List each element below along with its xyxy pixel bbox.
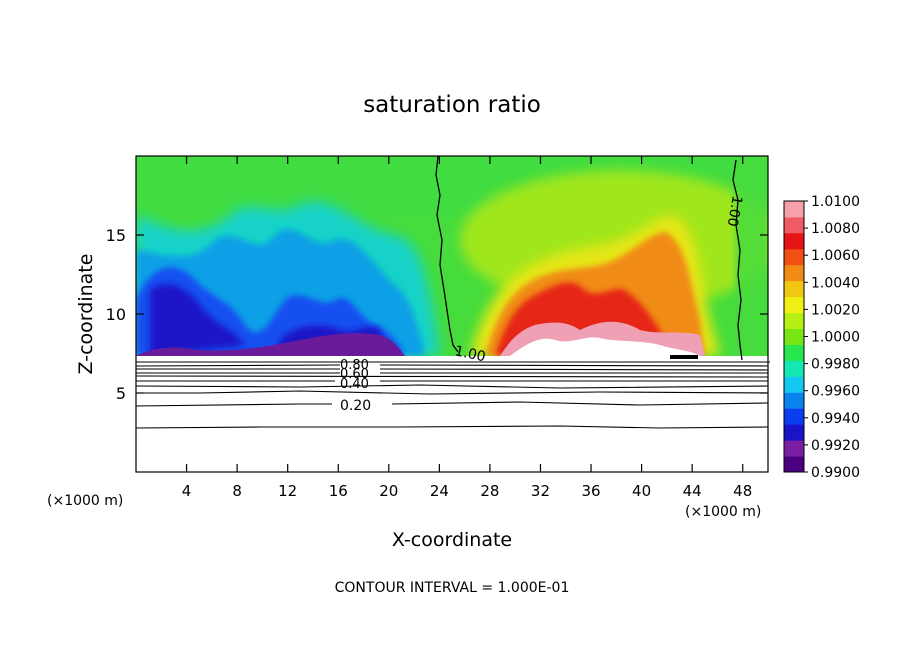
colorbar-label: 0.9980 xyxy=(811,357,860,373)
x-tick-label: 36 xyxy=(581,482,600,500)
x-tick-label: 40 xyxy=(632,482,651,500)
field-white-cloud xyxy=(510,337,700,356)
field-green-rightedge xyxy=(735,156,768,356)
x-tick-label: 20 xyxy=(379,482,398,500)
x-tick-label: 48 xyxy=(733,482,752,500)
contour-line-100-right xyxy=(732,159,743,361)
saturation-field xyxy=(136,156,768,356)
contour-line-025 xyxy=(136,390,769,395)
contour-line-055 xyxy=(135,375,769,378)
x-unit-left: (×1000 m) xyxy=(47,493,123,509)
contour-label-080: 0.80 xyxy=(340,358,369,373)
x-tick-label: 28 xyxy=(480,482,499,500)
contour-line-075 xyxy=(136,368,769,371)
colorbar-swatch xyxy=(784,328,804,345)
colorbar-label: 1.0060 xyxy=(811,248,860,264)
colorbar-swatch xyxy=(784,216,804,234)
colorbar-swatch xyxy=(784,424,804,441)
colorbar-swatch xyxy=(784,344,804,361)
x-tick-label: 12 xyxy=(278,482,297,500)
colorbar-swatch xyxy=(784,440,804,457)
dark-patch xyxy=(670,355,698,359)
x-axis-ticks: 4 8 12 16 20 24 28 32 36 40 44 48 xyxy=(182,156,752,500)
contour-line-100-left xyxy=(435,155,459,353)
colorbar-swatch xyxy=(784,296,804,314)
colorbar-swatch xyxy=(784,201,804,218)
contour-interval-text: CONTOUR INTERVAL = 1.000E-01 xyxy=(335,580,570,596)
x-tick-label: 16 xyxy=(329,482,348,500)
contour-label-040: 0.40 xyxy=(340,377,369,392)
colorbar-swatch xyxy=(784,456,804,473)
x-tick-label: 44 xyxy=(683,482,702,500)
colorbar-swatch xyxy=(784,232,804,250)
colorbar: 1.0100 1.0080 1.0060 1.0040 1.0020 1.0000 0.99… xyxy=(783,194,860,481)
colorbar-swatch xyxy=(784,248,804,266)
contour-label-020: 0.20 xyxy=(340,398,371,414)
field-purple-edge xyxy=(136,333,405,356)
colorbar-swatch xyxy=(784,312,804,330)
colorbar-swatch xyxy=(784,408,804,425)
colorbar-swatch xyxy=(784,360,804,377)
x-unit-right: (×1000 m) xyxy=(685,504,761,520)
lower-contours xyxy=(135,361,770,429)
colorbar-swatch xyxy=(784,264,804,282)
contour-line-010 xyxy=(135,425,769,429)
colorbar-swatch xyxy=(784,392,804,409)
y-axis-ticks: 5 10 15 xyxy=(106,226,768,403)
colorbar-label: 0.9900 xyxy=(811,465,860,481)
contour-line-030 xyxy=(135,384,769,389)
x-tick-label: 32 xyxy=(531,482,550,500)
colorbar-swatch xyxy=(784,376,804,393)
x-axis-label: X-coordinate xyxy=(392,529,512,551)
x-tick-label: 24 xyxy=(430,482,449,500)
contour-line-080 xyxy=(135,364,769,367)
y-tick-label: 10 xyxy=(106,305,126,324)
contour-label-upper-right: 1.00 xyxy=(724,194,745,227)
x-tick-label: 8 xyxy=(232,482,242,500)
x-tick-label: 4 xyxy=(182,482,192,500)
contour-label-060: 0.60 xyxy=(340,367,369,382)
chart-title: saturation ratio xyxy=(363,92,541,118)
y-axis-label: Z-coordinate xyxy=(75,254,97,375)
y-tick-label: 5 xyxy=(116,384,126,403)
contour-label-upper-left: 1.00 xyxy=(453,343,487,365)
colorbar-label: 1.0040 xyxy=(811,275,860,291)
colorbar-label: 1.0000 xyxy=(811,330,860,346)
colorbar-label: 0.9920 xyxy=(811,438,860,454)
colorbar-label: 1.0080 xyxy=(811,221,860,237)
colorbar-swatch xyxy=(784,280,804,298)
contour-line-020 xyxy=(135,401,769,407)
colorbar-label: 0.9940 xyxy=(811,411,860,427)
colorbar-label: 0.9960 xyxy=(811,384,860,400)
colorbar-label: 1.0020 xyxy=(811,302,860,318)
y-tick-label: 15 xyxy=(106,226,126,245)
colorbar-label: 1.0100 xyxy=(811,194,860,210)
